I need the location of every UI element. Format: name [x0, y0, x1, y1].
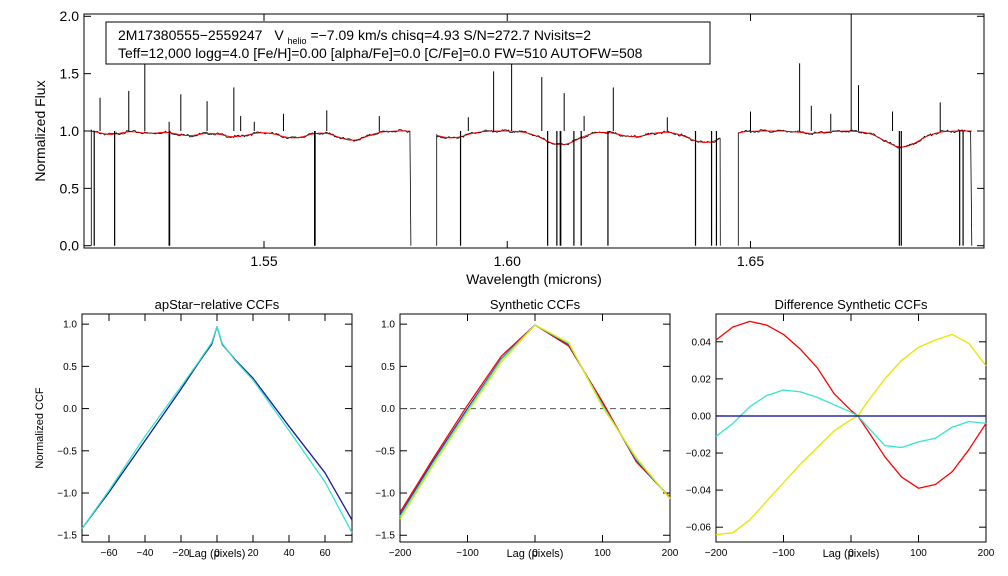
ccf-apstar-ytick-label: −1.5	[57, 531, 77, 542]
spectrum-ytick-label: 1.0	[60, 123, 80, 139]
spectrum-xtick-label: 1.65	[737, 253, 764, 269]
ccf-difference-ytick-label: 0.04	[692, 337, 712, 348]
ccf-difference-title: Difference Synthetic CCFs	[775, 297, 928, 312]
ccf-synthetic-title: Synthetic CCFs	[490, 297, 581, 312]
ccf-apstar-xtick-label: 0	[214, 548, 220, 559]
ccf-difference-frame	[715, 313, 987, 543]
ccf-difference-xtick-label: −100	[772, 548, 795, 559]
ccf-apstar-xtick-label: −60	[101, 548, 118, 559]
ccf-synthetic-xtick-label: −100	[456, 548, 479, 559]
ccf-synthetic-lines	[399, 324, 671, 520]
model-spectrum-segment	[738, 130, 972, 148]
ccf-apstar-ytick-label: 1.0	[63, 320, 77, 331]
spectrum-ytick-label: 0.0	[60, 238, 80, 254]
ccf-synthetic-xtick-label: −200	[389, 548, 412, 559]
ccf-synthetic-series-synthetic-2	[399, 324, 671, 516]
ccf-synthetic-ytick-label: 1.0	[381, 320, 395, 331]
ccf-synthetic-ytick-label: −0.5	[375, 446, 395, 457]
ccf-apstar-ytick-label: −1.0	[57, 489, 77, 500]
ccf-difference-ytick-label: −0.06	[686, 523, 712, 534]
ccf-apstar-x-label: Lag (pixels)	[189, 548, 246, 560]
ccf-apstar-xtick-label: 60	[319, 548, 331, 559]
model-spectrum-segment	[436, 130, 720, 146]
ccf-apstar-lines	[81, 326, 353, 534]
ccf-synthetic-ytick-label: 0.5	[381, 362, 395, 373]
observed-spectrum-segment	[90, 129, 412, 246]
ccf-difference-ytick-label: 0.00	[692, 411, 712, 422]
ccf-difference-lines	[715, 320, 987, 536]
ccf-apstar-xtick-label: −20	[173, 548, 190, 559]
ccf-synthetic-xtick-label: 200	[662, 548, 679, 559]
spectrum-ytick-label: 1.5	[60, 66, 80, 82]
spectrum-ytick-label: 2.0	[60, 8, 80, 24]
ccf-synthetic-ytick-label: −1.5	[375, 531, 395, 542]
ccf-apstar-ytick-label: −0.5	[57, 446, 77, 457]
object-id: 2M17380555−2559247	[118, 27, 263, 43]
ccf-apstar-series-visit-2	[81, 326, 353, 534]
ccf-difference-xtick-label: 200	[978, 548, 995, 559]
spectrum-lines	[90, 14, 973, 246]
ccf-apstar-title: apStar−relative CCFs	[155, 297, 280, 312]
vhelio-subscript: helio	[288, 36, 307, 46]
ccf-apstar-series-visit-1	[81, 326, 353, 529]
spectrum-panel: 1.55 1.60 1.65 0.0 0.5 1.0 1.5 2.0 2M17380555−2…	[32, 8, 985, 287]
info-box	[105, 21, 711, 65]
ccf-difference-ytick-label: −0.02	[686, 449, 712, 460]
observed-spectrum-segment	[436, 129, 721, 246]
ccf-synthetic-series-synthetic-1	[399, 324, 671, 513]
spectrum-ytick-label: 0.5	[60, 180, 80, 196]
ccf-apstar-xtick-label: −40	[137, 548, 154, 559]
ccf-difference-x-label: Lag (pixels)	[823, 548, 880, 560]
ccf-apstar-frame	[81, 313, 353, 543]
ccf-difference-xtick-label: 100	[910, 548, 927, 559]
ccf-difference-series-red-diff	[715, 320, 987, 489]
ccf-difference-xtick-label: 0	[848, 548, 854, 559]
observed-spectrum-segment	[737, 129, 973, 246]
ccf-apstar-xtick-label: 20	[247, 548, 259, 559]
ccf-difference-ytick-label: 0.02	[692, 374, 712, 385]
ccf-synthetic-series-synthetic-3	[399, 324, 671, 518]
ccf-synthetic-xtick-label: 100	[594, 548, 611, 559]
vhelio-stats: =−7.09 km/s chisq=4.93 S/N=272.7 Nvisits…	[310, 27, 591, 43]
ccf-apstar-ytick-label: 0.0	[63, 404, 77, 415]
ccf-apstar-ticks: −60 −40 −20 0 20 40 60 −1.5 −1.0 −0.5 0.0 0.5 1.0	[57, 314, 352, 559]
spectrum-xtick-label: 1.60	[494, 253, 521, 269]
ccf-synthetic-xtick-label: 0	[532, 548, 538, 559]
ccf-apstar-xtick-label: 40	[283, 548, 295, 559]
info-line-1: 2M17380555−2559247 V helio =−7.09 km/s c…	[118, 27, 591, 47]
ccf-synthetic-frame	[399, 313, 671, 543]
ccf-synthetic-ytick-label: −1.0	[375, 489, 395, 500]
spectrum-x-axis-label: Wavelength (microns)	[466, 271, 602, 287]
ccf-difference-ticks: −200 −100 0 100 200 −0.06 −0.04 −0.02 0.00 0.02 0.…	[686, 314, 995, 559]
ccf-panel-difference: −200 −100 0 100 200 −0.06 −0.04 −0.02 0.00 0.02 0.…	[686, 297, 995, 560]
ccf-difference-series-cyan-diff	[715, 389, 987, 449]
spectrum-y-axis-label: Normalized Flux	[32, 80, 48, 181]
ccf-synthetic-x-label: Lag (pixels)	[507, 548, 564, 560]
spectrum-xtick-label: 1.55	[250, 253, 277, 269]
ccf-difference-series-yellow-diff	[715, 333, 987, 536]
ccf-synthetic-ytick-label: 0.0	[381, 404, 395, 415]
ccf-apstar-ytick-label: 0.5	[63, 362, 77, 373]
ccf-synthetic-series-synthetic-4	[399, 324, 671, 520]
model-spectrum-segment	[91, 130, 410, 141]
info-line-2: Teff=12,000 logg=4.0 [Fe/H]=0.00 [alpha/…	[118, 45, 643, 61]
ccf-difference-xtick-label: −200	[705, 548, 728, 559]
spectrum-ticks: 1.55 1.60 1.65 0.0 0.5 1.0 1.5 2.0	[60, 8, 984, 269]
ccf-apstar-y-label: Normalized CCF	[34, 387, 46, 469]
ccf-panel-apstar: −60 −40 −20 0 20 40 60 −1.5 −1.0 −0.5 0.0 0.5 1.0 ap…	[34, 297, 353, 560]
ccf-difference-ytick-label: −0.04	[686, 486, 712, 497]
vhelio-symbol: V	[274, 27, 284, 43]
ccf-panel-synthetic: −200 −100 0 100 200 −1.5 −1.0 −0.5 0.0 0.5 1.0 Syn…	[375, 297, 679, 560]
ccf-synthetic-ticks: −200 −100 0 100 200 −1.5 −1.0 −0.5 0.0 0.5 1.0	[375, 314, 679, 559]
